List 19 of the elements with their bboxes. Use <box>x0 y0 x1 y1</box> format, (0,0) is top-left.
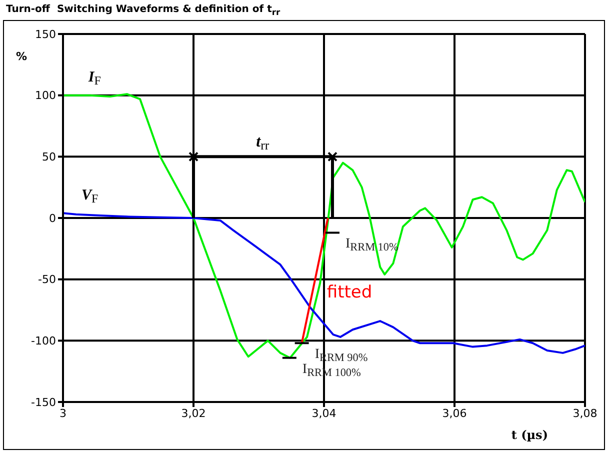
y-tick-label: -100 <box>31 334 56 348</box>
x-tick-label: 3,08 <box>572 406 598 420</box>
x-axis-title: t (µs) <box>511 428 548 442</box>
annotation: t$_{rr}$ <box>256 134 270 153</box>
x-tick-label: 3 <box>60 406 66 420</box>
y-tick-label: 150 <box>35 28 56 41</box>
y-tick-label: 0 <box>49 212 56 225</box>
series-label: fitted <box>326 282 372 303</box>
y-tick-label: 100 <box>35 89 56 102</box>
x-tick-label: 3,04 <box>312 406 336 420</box>
y-tick-label: -150 <box>31 396 56 409</box>
x-tick-label: 3,02 <box>181 406 206 420</box>
y-tick-label: -50 <box>38 273 56 286</box>
x-tick-label: 3,06 <box>442 406 467 420</box>
series-label: V$_{F}$ <box>82 188 99 206</box>
series-label: I$_{F}$ <box>87 69 102 88</box>
y-axis-title: % <box>16 50 28 63</box>
chart-title: Turn-off Switching Waveforms & definition of t$_{rr}$ <box>6 4 280 17</box>
y-tick-label: 50 <box>42 150 56 164</box>
